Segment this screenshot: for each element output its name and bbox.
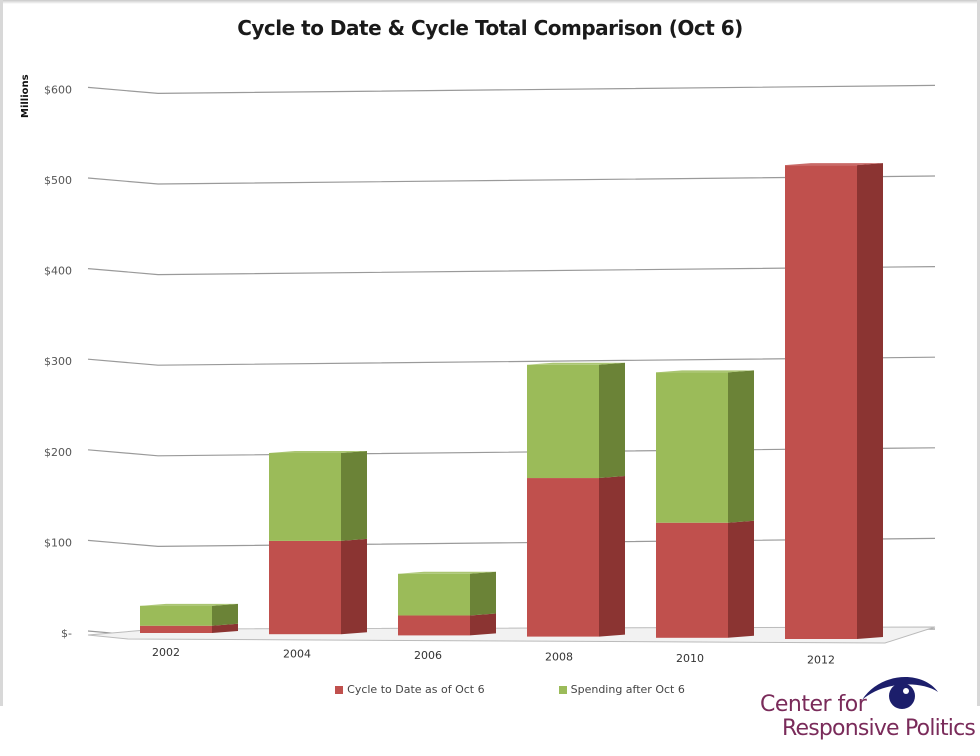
bar-front-2004-0: [269, 540, 341, 635]
bar-side-2002-0: [212, 623, 238, 633]
gridline: [87, 356, 936, 366]
bar-front-2002-1: [140, 605, 212, 626]
y-tick-label: $100: [44, 536, 72, 549]
gridline: [87, 266, 936, 276]
gridline: [87, 84, 936, 95]
bar-front-2010-1: [656, 372, 728, 523]
legend-label: Spending after Oct 6: [570, 683, 685, 696]
bar-side-2004-1: [341, 451, 367, 541]
bar-front-2010-0: [656, 522, 728, 638]
x-tick-labels: 2002 2004 2006 2008 2010 2012: [152, 646, 835, 667]
chart-plot: $-$100$200$300$400$500$600 2002 2004 2006 2…: [44, 83, 936, 667]
eye-icon: [862, 677, 938, 709]
x-tick-label: 2004: [283, 648, 311, 661]
bar-front-2006-1: [398, 573, 470, 616]
x-tick-label: 2010: [676, 652, 704, 665]
bar-side-2010-1: [728, 370, 754, 523]
bar-front-2012-0: [785, 165, 857, 640]
bar-front-2008-1: [527, 364, 599, 479]
bar-side-2004-0: [341, 538, 367, 635]
left-border: [0, 0, 3, 706]
bar-top-2006: [398, 571, 496, 574]
bar-side-2006-1: [470, 571, 496, 616]
x-tick-label: 2012: [807, 654, 835, 667]
bar-side-2002-1: [212, 603, 238, 626]
bar-top-2008: [527, 362, 625, 365]
bar-front-2002-0: [140, 625, 212, 633]
bar-front-2006-0: [398, 615, 470, 636]
x-tick-label: 2002: [152, 646, 180, 659]
x-tick-label: 2008: [545, 651, 573, 664]
logo-text-line2: Responsive Politics: [782, 716, 976, 741]
bar-side-2012-0: [857, 163, 883, 640]
bar-top-2010: [656, 370, 754, 373]
y-tick-label: $200: [44, 446, 72, 459]
legend-swatch-red: [335, 685, 344, 694]
bars: [140, 163, 883, 640]
x-tick-label: 2006: [414, 649, 442, 662]
y-tick-label: $300: [44, 355, 72, 368]
bar-front-2008-0: [527, 478, 599, 637]
bar-side-2008-1: [599, 362, 625, 479]
bar-top-2002: [140, 603, 238, 606]
y-tick-labels: $- $100 $200 $300 $400 $500 $600: [44, 83, 72, 640]
bar-top-2004: [269, 451, 367, 453]
y-tick-label: $400: [44, 265, 72, 278]
gridline: [87, 175, 936, 185]
legend-label: Cycle to Date as of Oct 6: [347, 683, 485, 696]
y-tick-label: $600: [44, 83, 72, 96]
chart-title: Cycle to Date & Cycle Total Comparison (…: [237, 16, 743, 40]
top-shadow: [0, 0, 980, 4]
bar-side-2006-0: [470, 613, 496, 636]
right-border: [977, 0, 980, 706]
legend-swatch-green: [558, 685, 567, 694]
crp-logo: Center for Responsive Politics: [760, 668, 980, 748]
y-tick-label: $500: [44, 174, 72, 187]
logo-text-line1: Center for: [760, 692, 867, 717]
legend: Cycle to Date as of Oct 6 Spending after…: [0, 683, 980, 696]
legend-item-spending-after: Spending after Oct 6: [519, 683, 685, 696]
y-tick-label: $-: [61, 627, 72, 640]
bar-side-2010-0: [728, 520, 754, 638]
bar-side-2008-0: [599, 476, 625, 637]
bar-top-2012: [785, 163, 883, 166]
bar-front-2004-1: [269, 453, 341, 541]
legend-item-cycle-to-date: Cycle to Date as of Oct 6: [295, 683, 485, 696]
